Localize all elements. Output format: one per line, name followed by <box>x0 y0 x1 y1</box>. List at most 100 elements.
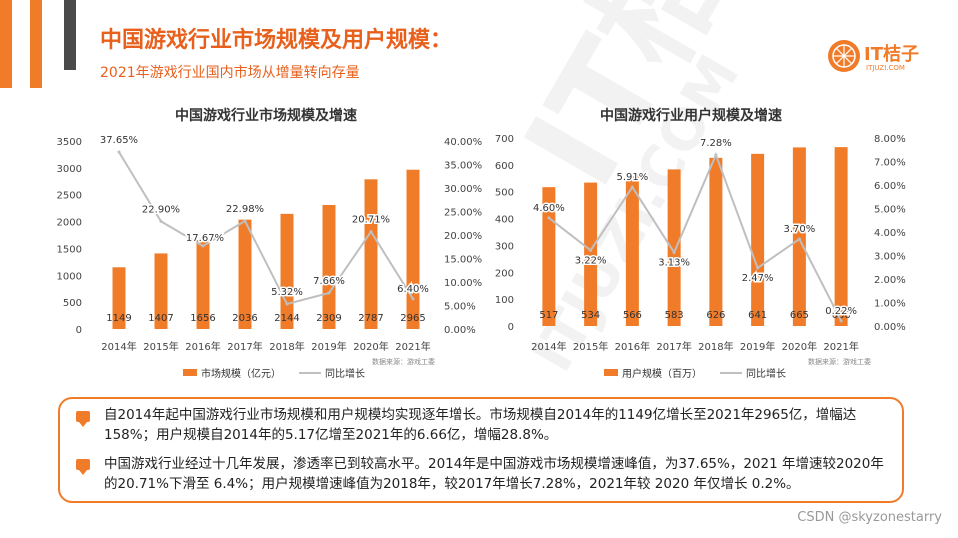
y-tick-label: 1500 <box>57 244 82 255</box>
bar <box>112 267 126 329</box>
growth-point <box>159 219 163 223</box>
y-tick-label: 100 <box>495 295 514 306</box>
legend-line-swatch <box>299 371 321 374</box>
bar <box>154 253 168 329</box>
speech-bubble-icon <box>76 459 90 475</box>
y-tick-label: 2000 <box>57 218 82 229</box>
header-decor-bar-1 <box>0 0 12 88</box>
legend-line-swatch <box>720 371 742 374</box>
growth-value-label: 22.90% <box>142 204 180 215</box>
bar-value-label: 2965 <box>400 313 425 324</box>
bar-value-label: 2036 <box>232 313 257 324</box>
bar <box>406 169 420 329</box>
growth-point <box>411 297 415 301</box>
legend-line-label: 同比增长 <box>325 369 365 380</box>
y-tick-label: 300 <box>495 241 514 252</box>
bar-value-label: 1407 <box>148 313 173 324</box>
csdn-credit: CSDN @skyzonestarry <box>797 510 942 525</box>
x-tick-label: 2015年 <box>573 340 608 353</box>
legend-line-label: 同比增长 <box>746 369 786 380</box>
y2-tick-label: 1.00% <box>874 299 906 310</box>
bar <box>364 179 378 329</box>
x-tick-label: 2016年 <box>185 340 220 353</box>
chart-1-source: 数据来源：游戏工委 <box>372 358 435 366</box>
bar-value-label: 2144 <box>274 313 299 324</box>
header-decor-bar-3 <box>64 0 76 70</box>
y2-tick-label: 20.00% <box>444 231 482 242</box>
growth-value-label: 17.67% <box>186 233 224 244</box>
bar-value-label: 1656 <box>190 313 215 324</box>
legend-bar-label: 市场规模（亿元） <box>201 369 281 380</box>
growth-value-label: 2.47% <box>742 273 774 284</box>
x-tick-label: 2020年 <box>353 340 388 353</box>
y-tick-label: 3000 <box>57 164 82 175</box>
y2-tick-label: 40.00% <box>444 137 482 148</box>
bar-value-label: 583 <box>665 310 684 321</box>
chart-2-source: 数据来源：游戏工委 <box>808 358 871 366</box>
summary-note-1: 自2014年起中国游戏行业市场规模和用户规模均实现逐年增长。市场规模自2014年… <box>104 407 857 443</box>
chart-2-legend: 用户规模（百万） 同比增长 <box>604 365 786 380</box>
bar-value-label: 566 <box>623 310 642 321</box>
header-decor-bar-2 <box>30 0 42 88</box>
legend-bar-swatch <box>604 369 618 376</box>
x-tick-label: 2019年 <box>740 340 775 353</box>
growth-point <box>117 150 121 154</box>
x-tick-label: 2021年 <box>823 340 858 353</box>
y-tick-label: 400 <box>495 215 514 226</box>
logo-subtext: ITJUZI.COM <box>866 64 905 72</box>
bar <box>196 240 210 329</box>
bar <box>542 187 556 326</box>
y2-tick-label: 4.00% <box>874 228 906 239</box>
y2-tick-label: 25.00% <box>444 208 482 219</box>
growth-point <box>327 291 331 295</box>
x-tick-label: 2017年 <box>227 340 262 353</box>
bar-value-label: 517 <box>539 310 558 321</box>
growth-value-label: 0.22% <box>825 306 857 317</box>
y-tick-label: 3500 <box>57 137 82 148</box>
orange-slice-icon <box>828 40 860 72</box>
x-tick-label: 2014年 <box>531 340 566 353</box>
growth-value-label: 7.28% <box>700 138 732 149</box>
bar <box>322 204 336 329</box>
growth-point <box>589 248 593 252</box>
y-tick-label: 2500 <box>57 191 82 202</box>
user-size-chart: 0 100 200 300 400 500 600 700 0.00% 1.00% 2.00% 3.0… <box>495 134 906 353</box>
growth-value-label: 3.22% <box>575 255 607 266</box>
page-title: 中国游戏行业市场规模及用户规模： <box>100 28 453 53</box>
growth-point <box>243 219 247 223</box>
bar <box>709 157 723 326</box>
bar <box>834 147 848 326</box>
y-tick-label: 500 <box>63 298 82 309</box>
y-tick-label: 700 <box>495 134 514 145</box>
growth-value-label: 5.32% <box>271 287 303 298</box>
y2-tick-label: 30.00% <box>444 184 482 195</box>
growth-point <box>369 230 373 234</box>
y2-tick-label: 7.00% <box>874 158 906 169</box>
y2-tick-label: 8.00% <box>874 134 906 145</box>
legend-bar-swatch <box>183 369 197 376</box>
x-tick-label: 2021年 <box>395 340 430 353</box>
growth-point <box>839 319 843 323</box>
x-tick-label: 2018年 <box>698 340 733 353</box>
y2-tick-label: 2.00% <box>874 275 906 286</box>
growth-point <box>672 250 676 254</box>
bar <box>792 147 806 326</box>
y-tick-label: 500 <box>495 188 514 199</box>
chart-2-title: 中国游戏行业用户规模及增速 <box>600 108 782 124</box>
y2-tick-label: 5.00% <box>444 302 476 313</box>
logo-text: IT桔子 <box>864 44 919 65</box>
y2-tick-label: 35.00% <box>444 161 482 172</box>
x-tick-label: 2017年 <box>656 340 691 353</box>
y-tick-label: 600 <box>495 161 514 172</box>
growth-value-label: 37.65% <box>100 135 138 146</box>
growth-point <box>285 302 289 306</box>
y-tick-label: 0 <box>76 325 82 336</box>
y2-tick-label: 3.00% <box>874 252 906 263</box>
growth-line <box>548 152 843 322</box>
market-size-chart: 0 500 1000 1500 2000 2500 3000 3500 0.00% 5.00% 10… <box>57 134 483 353</box>
growth-value-label: 7.66% <box>313 276 345 287</box>
y2-tick-label: 6.00% <box>874 181 906 192</box>
bar-value-label: 665 <box>790 310 809 321</box>
bar <box>238 219 252 329</box>
growth-value-label: 6.40% <box>397 284 429 295</box>
